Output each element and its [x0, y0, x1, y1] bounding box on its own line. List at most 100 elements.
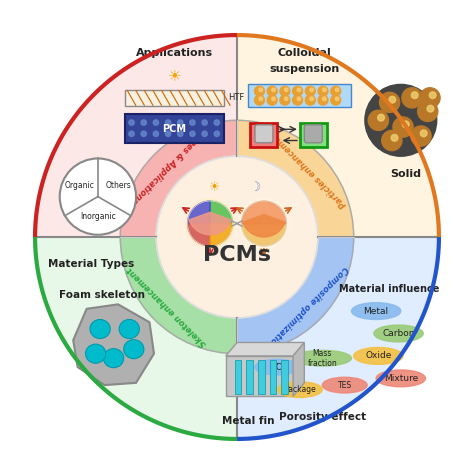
Circle shape	[402, 88, 422, 108]
FancyBboxPatch shape	[226, 356, 293, 396]
FancyBboxPatch shape	[246, 360, 253, 394]
FancyBboxPatch shape	[270, 360, 276, 394]
Ellipse shape	[277, 382, 322, 397]
Text: TES: TES	[337, 381, 352, 390]
Wedge shape	[188, 224, 210, 246]
Text: Mixture: Mixture	[383, 374, 418, 383]
Text: Skeleton enhancement: Skeleton enhancement	[126, 265, 209, 348]
Circle shape	[153, 131, 159, 137]
Circle shape	[391, 135, 398, 141]
Circle shape	[411, 126, 431, 146]
Circle shape	[420, 130, 427, 137]
Circle shape	[411, 92, 418, 99]
Text: PCM: PCM	[162, 124, 186, 134]
Circle shape	[284, 88, 288, 91]
Wedge shape	[35, 237, 237, 439]
Circle shape	[365, 84, 437, 156]
Ellipse shape	[85, 344, 106, 363]
Circle shape	[429, 92, 436, 99]
Wedge shape	[188, 201, 210, 224]
Circle shape	[185, 199, 235, 248]
Circle shape	[402, 121, 409, 128]
Text: TC: TC	[273, 363, 282, 372]
Wedge shape	[237, 120, 354, 237]
Circle shape	[165, 120, 171, 125]
Circle shape	[30, 30, 444, 444]
Wedge shape	[210, 201, 233, 224]
Circle shape	[202, 131, 207, 137]
Circle shape	[393, 117, 413, 137]
FancyBboxPatch shape	[125, 114, 224, 143]
Circle shape	[141, 131, 146, 137]
Circle shape	[141, 120, 146, 125]
Circle shape	[153, 120, 159, 125]
Ellipse shape	[374, 325, 423, 342]
FancyBboxPatch shape	[125, 90, 224, 106]
Text: Oxide: Oxide	[365, 351, 392, 360]
Circle shape	[380, 92, 400, 112]
Wedge shape	[237, 237, 439, 439]
Circle shape	[305, 95, 315, 105]
Circle shape	[259, 88, 263, 91]
Circle shape	[272, 88, 275, 91]
Text: Applications: Applications	[136, 48, 213, 58]
Circle shape	[280, 86, 290, 96]
Circle shape	[129, 131, 134, 137]
Text: Solid: Solid	[390, 169, 421, 179]
Ellipse shape	[103, 349, 124, 368]
FancyBboxPatch shape	[235, 360, 241, 394]
Text: Porosity effect: Porosity effect	[279, 411, 366, 421]
Circle shape	[267, 95, 277, 105]
Wedge shape	[120, 237, 237, 354]
Circle shape	[335, 88, 339, 91]
FancyBboxPatch shape	[300, 123, 327, 147]
Circle shape	[259, 97, 263, 100]
Circle shape	[202, 120, 207, 125]
Circle shape	[331, 95, 341, 105]
Circle shape	[214, 120, 219, 125]
Circle shape	[305, 86, 315, 96]
Circle shape	[382, 130, 402, 151]
Text: Others: Others	[105, 181, 131, 190]
Ellipse shape	[90, 319, 110, 338]
Text: Mass
fraction: Mass fraction	[308, 349, 337, 367]
Circle shape	[297, 88, 301, 91]
Ellipse shape	[119, 319, 139, 338]
Text: ☀: ☀	[209, 181, 220, 194]
Circle shape	[297, 97, 301, 100]
Text: Package: Package	[284, 385, 316, 394]
Wedge shape	[189, 212, 231, 235]
Circle shape	[427, 105, 434, 112]
Circle shape	[255, 95, 264, 105]
Circle shape	[310, 88, 313, 91]
Circle shape	[335, 97, 339, 100]
Circle shape	[156, 156, 318, 318]
Text: Inorganic: Inorganic	[80, 212, 116, 221]
Circle shape	[292, 86, 302, 96]
Text: Composite optimization: Composite optimization	[264, 264, 350, 350]
Ellipse shape	[124, 340, 144, 359]
Wedge shape	[237, 237, 354, 354]
Polygon shape	[226, 342, 304, 356]
FancyBboxPatch shape	[255, 125, 273, 143]
Circle shape	[389, 96, 396, 103]
Text: Colloidal: Colloidal	[277, 48, 331, 58]
Ellipse shape	[354, 347, 403, 365]
Polygon shape	[293, 342, 304, 396]
Text: Metal fin: Metal fin	[222, 416, 274, 426]
Circle shape	[318, 86, 328, 96]
Circle shape	[284, 97, 288, 100]
Circle shape	[418, 101, 438, 121]
Circle shape	[165, 131, 171, 137]
Text: suspension: suspension	[269, 64, 339, 73]
Text: Types & Applications: Types & Applications	[129, 129, 205, 205]
Circle shape	[60, 158, 136, 235]
Circle shape	[178, 131, 183, 137]
Ellipse shape	[376, 370, 426, 387]
Circle shape	[190, 131, 195, 137]
FancyBboxPatch shape	[282, 360, 288, 394]
Text: Particles enhancement: Particles enhancement	[265, 126, 348, 209]
Circle shape	[420, 88, 440, 108]
Text: PCMs: PCMs	[203, 245, 271, 265]
Polygon shape	[73, 304, 154, 385]
